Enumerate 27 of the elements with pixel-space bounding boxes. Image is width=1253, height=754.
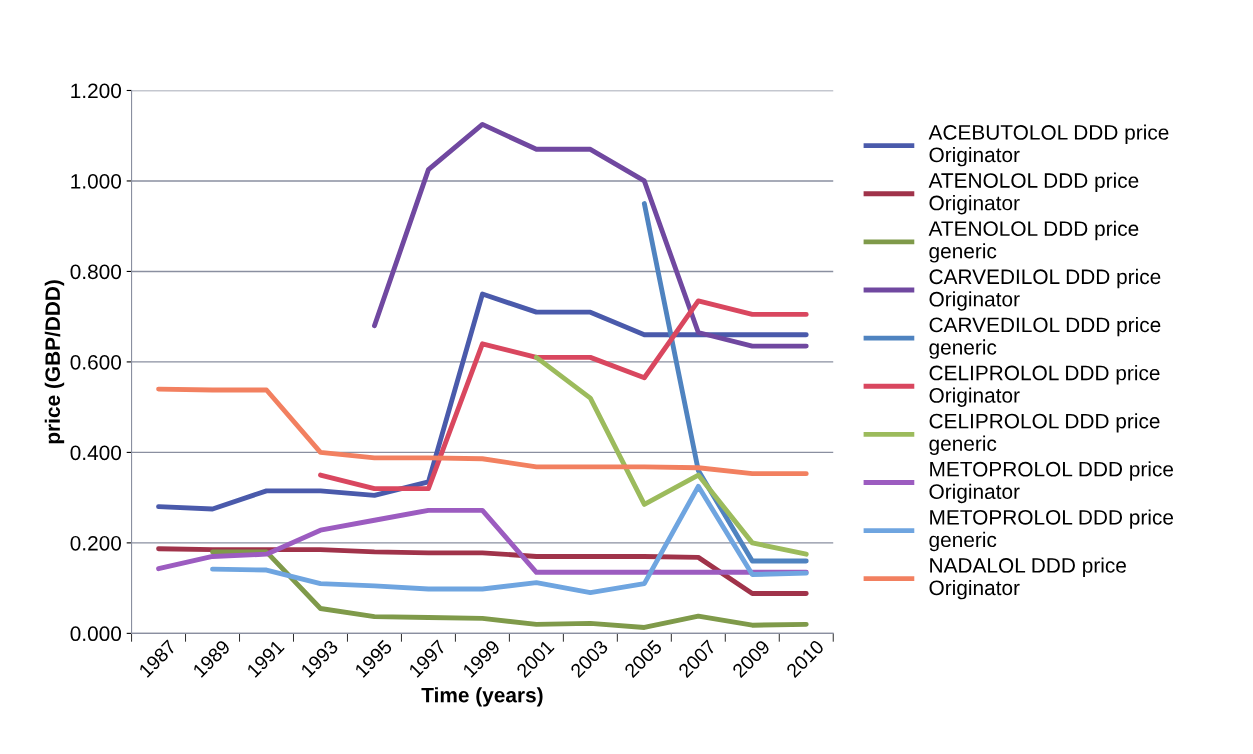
line-series bbox=[156, 386, 809, 477]
legend-label: METOPROLOL DDD price Originator bbox=[929, 461, 1174, 504]
legend-label: CELIPROLOL DDD price Originator bbox=[929, 365, 1160, 407]
y-tick-label: 0.600 bbox=[70, 354, 122, 370]
line-series bbox=[210, 483, 809, 596]
line-series bbox=[533, 354, 809, 557]
legend-label: NADALOL DDD price Originator bbox=[929, 557, 1126, 600]
line-series bbox=[156, 507, 809, 575]
legend-label: CARVEDILOL DDD price generic bbox=[929, 316, 1161, 359]
legend-label: CARVEDILOL DDD price Originator bbox=[929, 268, 1161, 311]
y-tick-label: 0.800 bbox=[70, 264, 122, 280]
legend-label: ACEBUTOLOL DDD price Originator bbox=[928, 124, 1169, 167]
line-series bbox=[156, 291, 809, 512]
y-tick-label: 1.200 bbox=[71, 83, 122, 99]
y-tick-label: 1.000 bbox=[71, 173, 122, 189]
y-axis-title: price (GBP/DDD) bbox=[44, 280, 65, 444]
x-axis-title: Time (years) bbox=[421, 687, 543, 707]
line-series bbox=[372, 121, 809, 349]
line-series bbox=[210, 549, 809, 630]
y-tick-label: 0.200 bbox=[70, 535, 122, 551]
line-series bbox=[318, 298, 809, 492]
y-tick-label: 0.000 bbox=[70, 626, 122, 642]
legend-label: CELIPROLOL DDD price generic bbox=[929, 413, 1160, 456]
legend-label: METOPROLOL DDD price generic bbox=[929, 509, 1174, 552]
legend-label: ATENOLOL DDD price generic bbox=[928, 220, 1139, 263]
legend-label: ATENOLOL DDD price Originator bbox=[928, 172, 1139, 215]
y-tick-label: 0.400 bbox=[70, 445, 122, 461]
